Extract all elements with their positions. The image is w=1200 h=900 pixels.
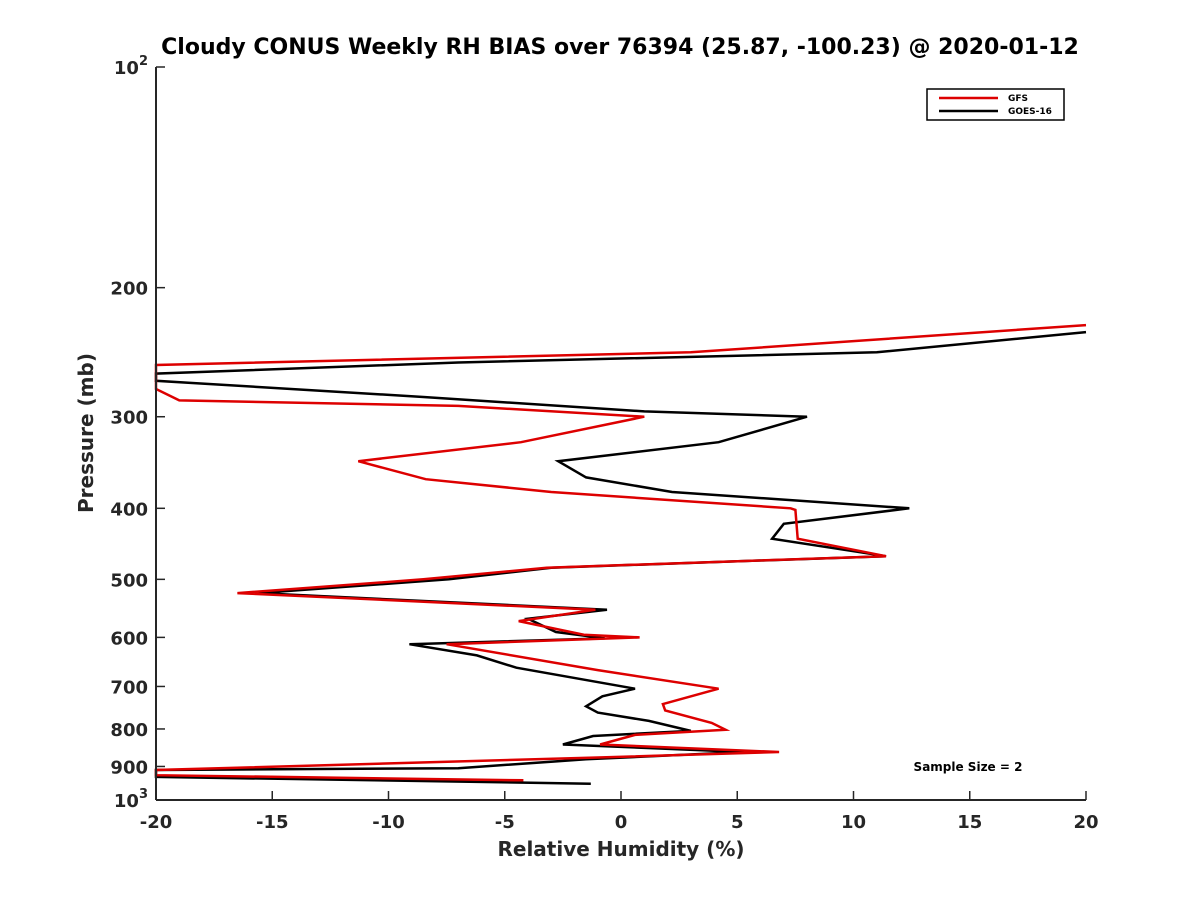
- y-tick-label: 500: [110, 570, 148, 591]
- y-tick-label: 900: [110, 757, 148, 778]
- x-axis-label: Relative Humidity (%): [497, 837, 744, 861]
- x-tick-label: 20: [1073, 812, 1098, 833]
- x-tick-label: 15: [957, 812, 982, 833]
- x-tick-label: 10: [841, 812, 866, 833]
- x-ticks: -20 -15 -10 -5 0 5 10 15 20: [140, 791, 1099, 833]
- legend-label-goes16: GOES-16: [1008, 107, 1052, 117]
- legend: GFS GOES-16: [926, 88, 1065, 121]
- y-tick-label: 800: [110, 720, 148, 741]
- series-layer: [154, 323, 1087, 785]
- y-tick-label: 400: [110, 499, 148, 520]
- series-line-gfs: [154, 323, 1087, 782]
- x-tick-label: 0: [615, 812, 628, 833]
- x-tick-label: -10: [372, 812, 405, 833]
- plot-area: [156, 67, 1086, 800]
- x-tick-label: 5: [731, 812, 744, 833]
- x-tick-label: -20: [140, 812, 173, 833]
- y-tick-label: 102: [114, 54, 148, 79]
- x-tick-label: -15: [256, 812, 289, 833]
- y-axis-label: Pressure (mb): [74, 353, 98, 513]
- y-tick-label: 700: [110, 677, 148, 698]
- y-tick-label: 300: [110, 408, 148, 429]
- legend-box: [926, 88, 1065, 121]
- y-ticks: 102 200 300 400 500 600 700 800 900 103: [110, 54, 165, 812]
- y-tick-label: 200: [110, 279, 148, 300]
- legend-label-gfs: GFS: [1008, 94, 1028, 104]
- y-tick-label: 103: [114, 787, 148, 812]
- sample-size-annotation: Sample Size = 2: [914, 760, 1023, 774]
- x-tick-label: -5: [495, 812, 515, 833]
- y-tick-label: 600: [110, 628, 148, 649]
- chart-title: Cloudy CONUS Weekly RH BIAS over 76394 (…: [161, 35, 1079, 60]
